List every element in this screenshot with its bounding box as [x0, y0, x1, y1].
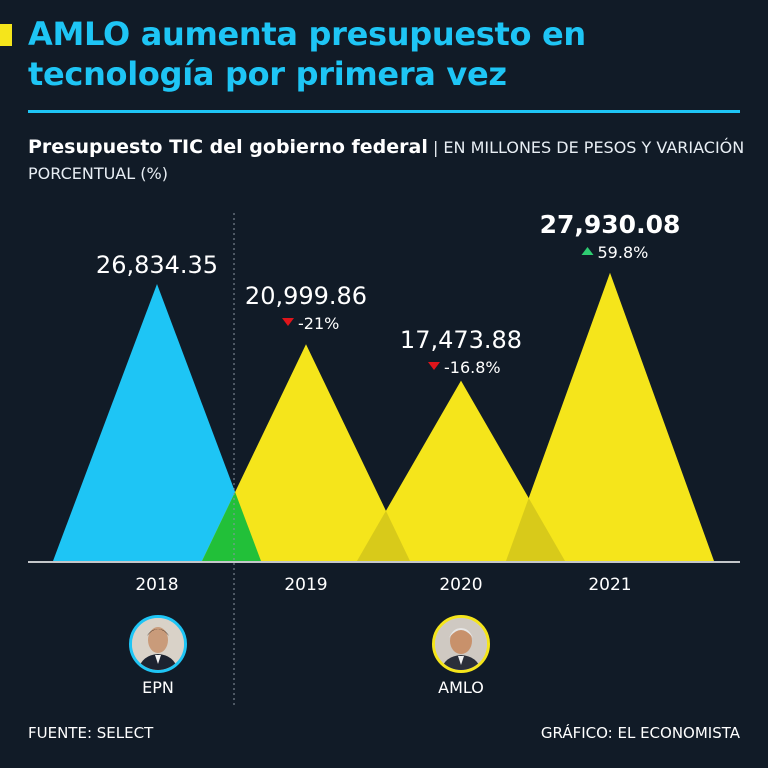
page-title: AMLO aumenta presupuesto en tecnología p…: [28, 15, 586, 93]
tick-label-2020: 2020: [439, 575, 482, 595]
source-note: FUENTE: SELECT: [28, 724, 154, 742]
down-arrow-icon-2020: [428, 362, 440, 370]
change-label-2020: -16.8%: [444, 358, 501, 377]
mountain-2021: [506, 272, 714, 561]
value-label-2019: 20,999.86: [245, 282, 367, 310]
title-divider: [28, 110, 740, 113]
mountain-2020: [357, 380, 565, 561]
epn-portrait-icon: [129, 615, 187, 673]
tick-label-2021: 2021: [588, 575, 631, 595]
value-label-2020: 17,473.88: [400, 326, 522, 354]
credit-note: GRÁFICO: EL ECONOMISTA: [540, 724, 740, 742]
up-arrow-icon-2021: [581, 247, 594, 255]
person-label-amlo: AMLO: [438, 678, 484, 697]
tick-label-2018: 2018: [135, 575, 178, 595]
person-label-epn: EPN: [142, 678, 174, 697]
accent-bar: [0, 24, 12, 46]
value-label-2021: 27,930.08: [540, 210, 681, 239]
chart-subtitle: Presupuesto TIC del gobierno federal | E…: [28, 134, 748, 187]
subtitle-separator: |: [427, 138, 444, 157]
subtitle-unit: EN MILLONES DE PESOS Y VARIACIÓN PORCENT…: [28, 138, 745, 183]
mountain-2018: [53, 284, 261, 561]
tick-label-2019: 2019: [284, 575, 327, 595]
value-label-2018: 26,834.35: [96, 251, 218, 279]
down-arrow-icon-2019: [282, 318, 294, 326]
change-label-2019: -21%: [298, 314, 339, 333]
amlo-portrait-icon: [432, 615, 490, 673]
change-label-2021: 59.8%: [598, 243, 649, 262]
subtitle-bold: Presupuesto TIC del gobierno federal: [28, 136, 428, 158]
mountain-2019: [202, 344, 410, 561]
